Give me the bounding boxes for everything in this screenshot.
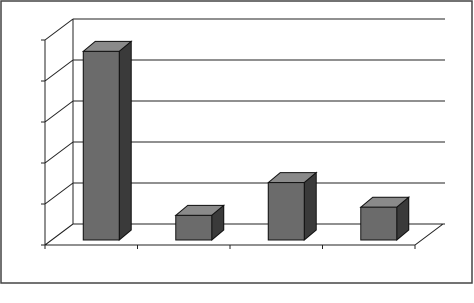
bar (360, 206, 398, 241)
plot-area (41, 18, 445, 249)
grid-line (44, 223, 74, 246)
bar (82, 50, 120, 241)
bar (175, 214, 213, 241)
grid-line (44, 59, 74, 82)
bar (267, 182, 305, 241)
grid-line (44, 141, 74, 164)
bar-side (118, 40, 132, 242)
grid-line (44, 100, 74, 123)
grid-line (44, 182, 74, 205)
bar-side (303, 171, 317, 242)
grid-line (44, 18, 74, 41)
